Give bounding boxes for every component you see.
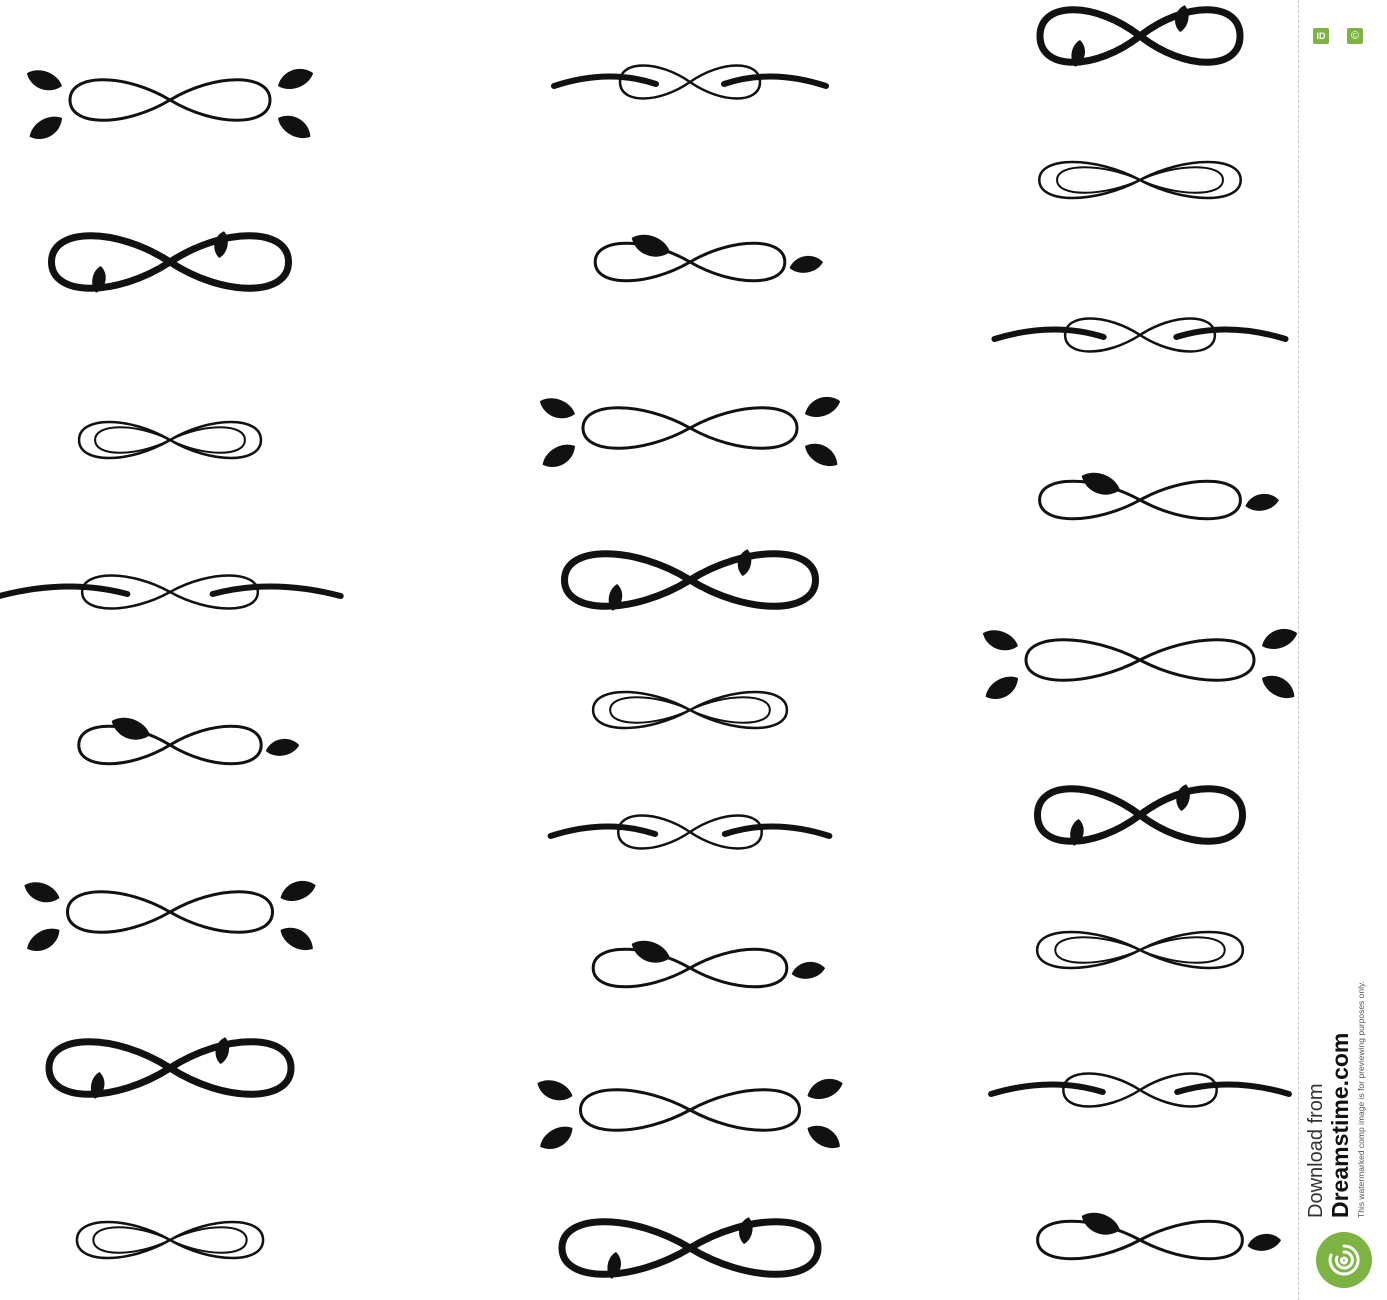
ornament-7 [45, 1037, 295, 1099]
ornament-18 [1036, 5, 1244, 67]
ornament-26 [1036, 1212, 1282, 1261]
ornament-3 [77, 420, 263, 460]
ornament-5 [77, 717, 300, 766]
id-icon: ID [1313, 28, 1329, 44]
ornament-2 [47, 231, 293, 293]
copyright-icon: © [1347, 28, 1363, 44]
ornament-21 [1038, 472, 1279, 521]
ornament-19 [1038, 160, 1242, 200]
preview-note: This watermarked comp image is for previ… [1356, 981, 1366, 1218]
ornament-11 [539, 397, 841, 467]
ornament-4 [0, 574, 344, 610]
ornament-15 [591, 940, 826, 989]
ornament-16 [537, 1079, 843, 1149]
ornament-12 [560, 549, 820, 611]
ornament-17 [558, 1217, 822, 1279]
ornament-9 [551, 64, 829, 100]
dreamstime-logo-icon [1316, 1232, 1372, 1288]
ornament-22 [982, 629, 1298, 699]
download-label: Download from [1305, 1083, 1327, 1218]
ornament-23 [1033, 784, 1247, 846]
watermark-sidebar: ID © [1298, 0, 1387, 1300]
ornament-grid [0, 5, 1298, 1279]
ornament-20 [991, 317, 1289, 353]
ornament-10 [593, 234, 824, 283]
ornament-6 [24, 881, 316, 951]
ornament-25 [988, 1072, 1292, 1108]
ornament-24 [1035, 930, 1245, 970]
ornament-8 [75, 1220, 265, 1260]
ornament-14 [547, 814, 833, 850]
ornament-13 [591, 690, 789, 730]
ornament-1 [26, 69, 314, 139]
brand-name: Dreamstime.com [1327, 1032, 1353, 1218]
